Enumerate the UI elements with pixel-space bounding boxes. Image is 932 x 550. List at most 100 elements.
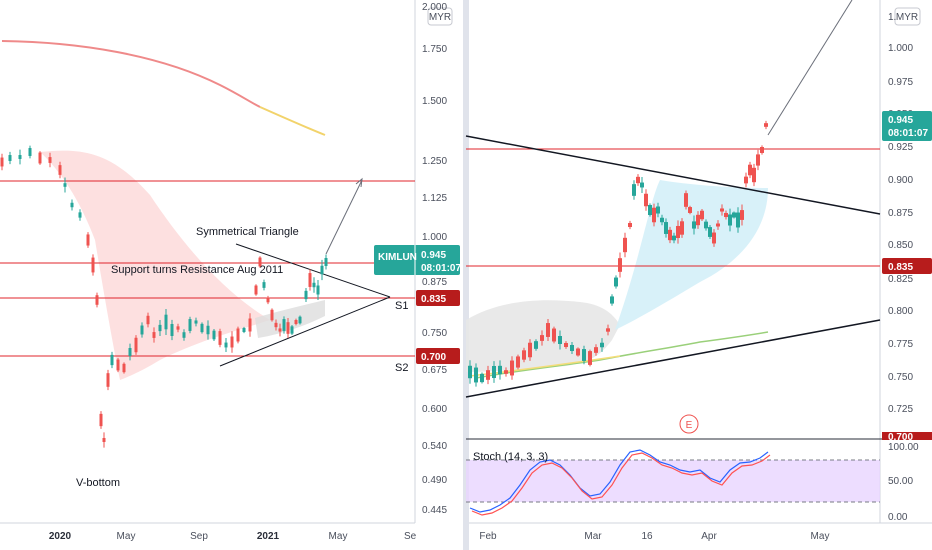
left-candle[interactable] [134, 337, 138, 353]
left-candle[interactable] [304, 290, 308, 300]
right-candle[interactable] [716, 223, 720, 227]
left-candle[interactable] [38, 152, 42, 164]
left-candle[interactable] [86, 234, 90, 246]
left-candle[interactable] [324, 258, 328, 266]
left-candle[interactable] [48, 157, 52, 163]
right-candle[interactable] [576, 348, 580, 356]
right-candle[interactable] [708, 227, 712, 237]
right-candle[interactable] [636, 176, 640, 184]
left-candle[interactable] [152, 332, 156, 338]
right-candle[interactable] [652, 207, 656, 223]
left-candle[interactable] [254, 285, 258, 295]
right-candle[interactable] [684, 193, 688, 207]
right-currency-badge[interactable] [894, 7, 921, 26]
triangle-lower-trendline[interactable] [219, 296, 391, 367]
left-candle[interactable] [182, 332, 186, 338]
right-candle[interactable] [610, 296, 614, 304]
left-candle[interactable] [224, 342, 228, 348]
left-candle[interactable] [128, 348, 132, 356]
left-candle[interactable] [0, 157, 4, 167]
right-candle[interactable] [752, 167, 756, 183]
right-candle[interactable] [764, 123, 768, 127]
left-candle[interactable] [106, 373, 110, 387]
right-candle[interactable] [672, 235, 676, 241]
left-candle[interactable] [176, 326, 180, 330]
right-candle[interactable] [614, 277, 618, 287]
right-candle[interactable] [748, 164, 752, 176]
right-price-axis[interactable]: MYR 1. 1.000 0.975 0.950 0.925 0.900 0.8… [882, 7, 932, 443]
right-candle[interactable] [700, 210, 704, 220]
left-candle[interactable] [218, 331, 222, 345]
left-candle[interactable] [140, 325, 144, 335]
left-candle[interactable] [18, 155, 22, 159]
right-candle[interactable] [740, 210, 744, 220]
left-currency-badge[interactable] [427, 7, 453, 26]
lower-trendline-right[interactable] [465, 319, 881, 398]
left-candle[interactable] [294, 320, 298, 324]
right-candle[interactable] [660, 217, 664, 223]
left-candle[interactable] [212, 330, 216, 340]
left-candle[interactable] [99, 413, 103, 427]
right-candle[interactable] [668, 229, 672, 241]
left-candle[interactable] [91, 257, 95, 273]
right-candle[interactable] [516, 356, 520, 368]
right-candle[interactable] [732, 212, 736, 218]
right-candle[interactable] [600, 342, 604, 348]
right-candle[interactable] [640, 182, 644, 188]
triangle-upper-trendline[interactable] [235, 243, 391, 298]
left-candle[interactable] [116, 359, 120, 371]
right-candle[interactable] [498, 365, 502, 375]
right-level-tag-clipped[interactable] [882, 432, 932, 440]
right-candle[interactable] [564, 342, 568, 348]
right-candle[interactable] [486, 370, 490, 380]
right-candle[interactable] [606, 328, 610, 332]
left-candle[interactable] [63, 183, 67, 187]
left-candle[interactable] [236, 328, 240, 342]
left-candle[interactable] [312, 282, 316, 288]
right-candle[interactable] [704, 221, 708, 229]
left-candle[interactable] [164, 314, 168, 330]
left-candle[interactable] [28, 148, 32, 156]
annotation-v-bottom[interactable]: V-bottom [76, 477, 120, 489]
right-candle[interactable] [720, 208, 724, 212]
left-candle[interactable] [286, 322, 290, 334]
right-candle[interactable] [558, 335, 562, 345]
left-level-tag-s2[interactable] [416, 348, 460, 364]
left-candle[interactable] [78, 212, 82, 218]
right-candle[interactable] [656, 206, 660, 214]
left-candle[interactable] [290, 326, 294, 334]
left-candle[interactable] [122, 363, 126, 373]
right-candle[interactable] [474, 367, 478, 383]
right-candle[interactable] [522, 350, 526, 360]
right-candle[interactable] [756, 154, 760, 166]
upper-trendline-right[interactable] [465, 135, 881, 215]
right-time-axis[interactable]: Feb Mar 16 Apr May [479, 531, 829, 542]
right-candle[interactable] [644, 193, 648, 207]
right-candle[interactable] [594, 347, 598, 353]
annotation-symmetrical-triangle[interactable]: Symmetrical Triangle [196, 226, 299, 238]
left-candle[interactable] [102, 438, 106, 442]
left-candle[interactable] [188, 319, 192, 331]
right-candle[interactable] [680, 221, 684, 235]
right-candle[interactable] [728, 214, 732, 226]
right-candle[interactable] [712, 232, 716, 244]
left-candle[interactable] [258, 257, 262, 267]
right-price-tag[interactable] [882, 111, 932, 141]
right-candle[interactable] [623, 237, 627, 253]
right-candle[interactable] [692, 221, 696, 229]
right-candle[interactable] [570, 344, 574, 352]
annotation-support-resistance[interactable]: Support turns Resistance Aug 2011 [111, 264, 283, 276]
left-time-axis[interactable]: 2020 May Sep 2021 May Se [49, 531, 417, 542]
right-candle[interactable] [492, 365, 496, 379]
right-candle[interactable] [480, 373, 484, 383]
left-candle[interactable] [8, 155, 12, 161]
right-candle[interactable] [688, 207, 692, 213]
right-candle[interactable] [664, 222, 668, 234]
right-candle[interactable] [628, 222, 632, 228]
left-candle[interactable] [266, 297, 270, 303]
right-candle[interactable] [588, 351, 592, 365]
right-candle[interactable] [528, 342, 532, 358]
left-candle[interactable] [270, 309, 274, 321]
left-candle[interactable] [320, 265, 324, 275]
ticker-price-tag[interactable] [374, 245, 460, 275]
